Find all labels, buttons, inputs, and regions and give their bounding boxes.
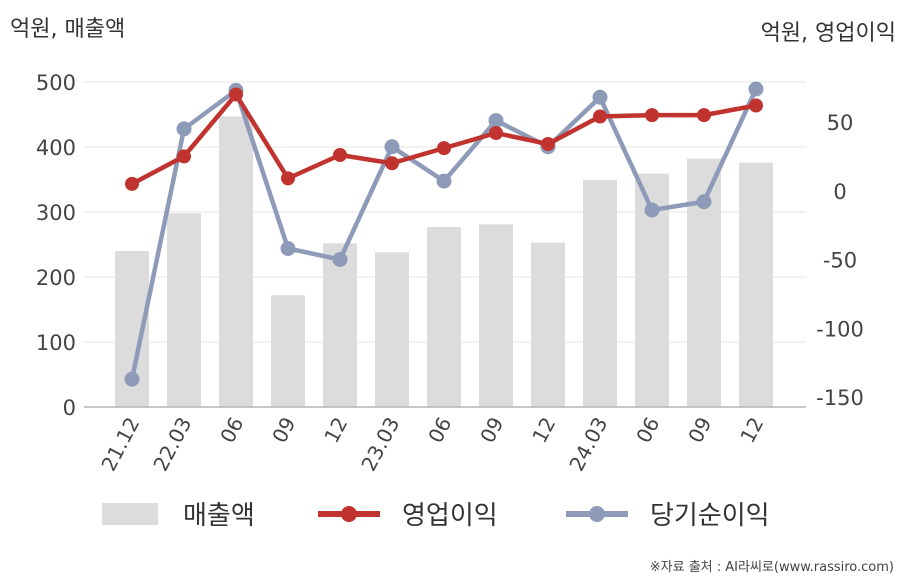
point-당기순이익 (332, 252, 348, 267)
bar-매출액 (531, 242, 565, 407)
point-영업이익 (593, 109, 607, 124)
bar-매출액 (479, 224, 513, 407)
legend-swatch-매출액 (102, 503, 158, 525)
left-tick-label: 400 (36, 136, 76, 160)
bar-매출액 (427, 226, 461, 407)
left-tick-label: 0 (63, 396, 76, 420)
bar-매출액 (323, 243, 357, 407)
right-tick-label: -150 (816, 386, 864, 410)
x-tick-label: 09 (683, 413, 716, 447)
point-영업이익 (333, 148, 347, 162)
x-tick-label: 12 (735, 413, 768, 447)
axes: 0 100 200 300 400 500 -150 -100 -50 0 50 21.12 22.03… (36, 71, 864, 475)
right-tick-label: -100 (816, 317, 864, 341)
legend-marker-당기순이익 (589, 506, 605, 522)
left-axis-unit: 억원, 매출액 (10, 17, 125, 42)
x-tick-label: 22.03 (148, 413, 196, 475)
point-영업이익 (645, 108, 659, 123)
point-영업이익 (177, 149, 191, 164)
point-당기순이익 (384, 139, 400, 155)
x-tick-label: 09 (475, 413, 508, 447)
left-tick-label: 300 (36, 201, 76, 225)
x-tick-label: 12 (527, 413, 560, 447)
point-당기순이익 (748, 81, 764, 97)
x-tick-label: 06 (631, 413, 664, 447)
point-영업이익 (749, 98, 763, 113)
left-tick-label: 100 (36, 331, 76, 355)
point-당기순이익 (436, 173, 452, 189)
x-tick-label: 23.03 (356, 413, 404, 475)
source-note: ※자료 출처 : AI라씨로(www.rassiro.com) (650, 560, 894, 575)
legend-label-영업이익: 영업이익 (402, 501, 498, 531)
point-영업이익 (541, 137, 555, 151)
x-tick-label: 24.03 (564, 413, 612, 475)
point-당기순이익 (280, 241, 296, 256)
point-영업이익 (489, 126, 503, 140)
point-영업이익 (281, 171, 295, 186)
bar-매출액 (583, 180, 617, 407)
point-영업이익 (697, 108, 711, 123)
point-영업이익 (385, 156, 399, 171)
x-tick-label: 09 (267, 413, 300, 447)
point-당기순이익 (592, 89, 608, 105)
point-영업이익 (229, 87, 243, 102)
point-당기순이익 (176, 121, 192, 137)
legend-label-당기순이익: 당기순이익 (650, 501, 770, 531)
right-tick-label: -50 (823, 249, 857, 273)
point-당기순이익 (644, 202, 660, 218)
x-tick-label: 06 (423, 413, 456, 447)
point-영업이익 (125, 176, 139, 191)
left-tick-label: 200 (36, 266, 76, 290)
left-tick-label: 500 (36, 71, 76, 95)
bar-매출액 (375, 252, 409, 407)
right-tick-label: 50 (827, 111, 854, 135)
point-당기순이익 (488, 113, 504, 129)
x-tick-label: 06 (215, 413, 248, 447)
revenue-bars (115, 116, 773, 407)
bar-매출액 (271, 295, 305, 407)
x-tick-label: 21.12 (96, 413, 144, 475)
bar-매출액 (219, 116, 253, 407)
point-당기순이익 (696, 194, 712, 210)
point-당기순이익 (124, 371, 140, 387)
bar-매출액 (167, 213, 201, 407)
point-영업이익 (437, 141, 451, 156)
right-axis-unit: 억원, 영업이익 (761, 21, 896, 46)
legend-marker-영업이익 (341, 506, 357, 522)
bar-매출액 (739, 162, 773, 407)
legend: 매출액 영업이익 당기순이익 (102, 501, 770, 531)
grid-lines (84, 81, 806, 343)
profit-lines (124, 81, 764, 387)
right-tick-label: 0 (833, 180, 846, 204)
legend-label-매출액: 매출액 (183, 501, 255, 531)
x-tick-label: 12 (319, 413, 352, 447)
